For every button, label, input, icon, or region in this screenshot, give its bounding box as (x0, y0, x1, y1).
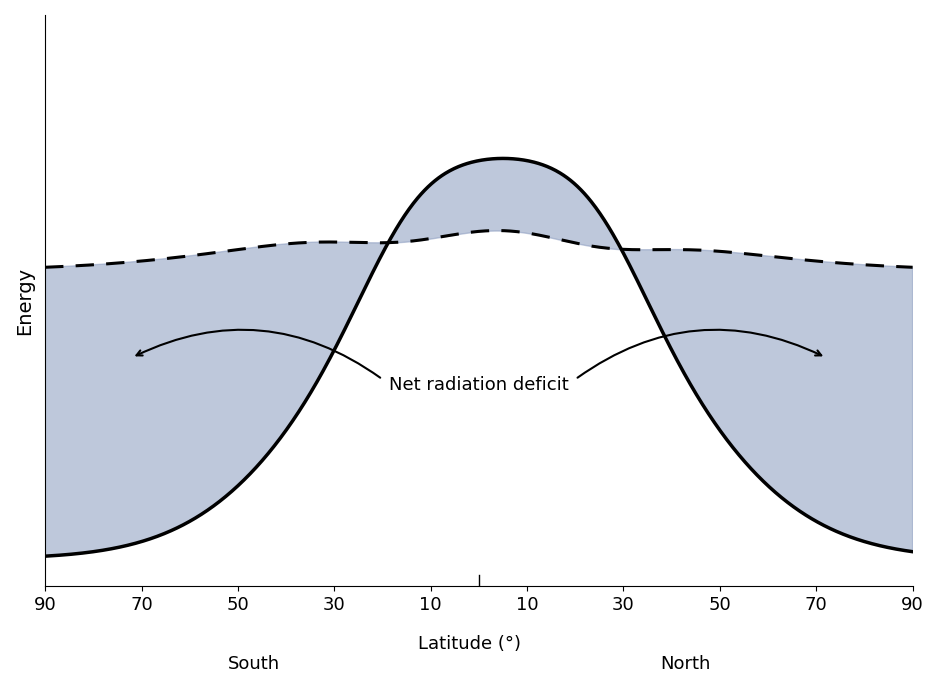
Y-axis label: Energy: Energy (15, 266, 34, 335)
Text: Latitude (°): Latitude (°) (418, 635, 521, 653)
Text: North: North (660, 655, 711, 673)
Text: Net radiation deficit: Net radiation deficit (389, 376, 569, 393)
Text: South: South (227, 655, 280, 673)
Text: Net radiation
surplus: Net radiation surplus (439, 87, 567, 128)
